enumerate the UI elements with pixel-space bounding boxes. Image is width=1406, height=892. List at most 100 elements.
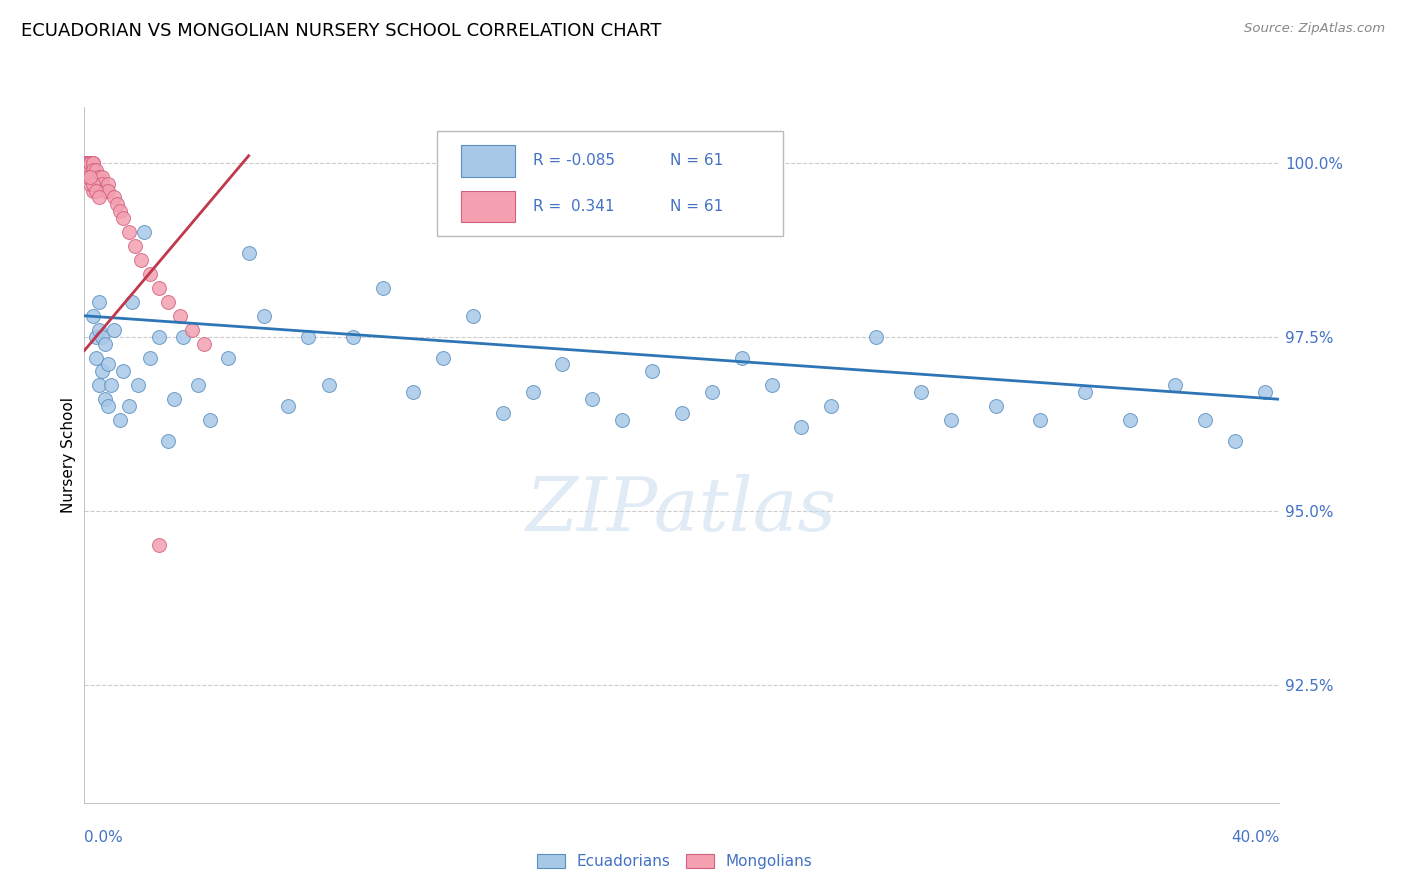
Point <box>94 184 117 198</box>
Text: N = 61: N = 61 <box>669 199 723 214</box>
Point <box>112 364 135 378</box>
Point <box>148 281 170 295</box>
Point <box>79 155 101 169</box>
Text: Source: ZipAtlas.com: Source: ZipAtlas.com <box>1244 22 1385 36</box>
Point <box>148 538 170 552</box>
Point <box>865 329 887 343</box>
Point <box>79 162 101 177</box>
Text: ECUADORIAN VS MONGOLIAN NURSERY SCHOOL CORRELATION CHART: ECUADORIAN VS MONGOLIAN NURSERY SCHOOL C… <box>21 22 661 40</box>
Point <box>89 177 111 191</box>
Point <box>82 309 104 323</box>
Point <box>1164 378 1187 392</box>
Point <box>76 162 98 177</box>
Point <box>163 392 186 407</box>
Point <box>76 155 98 169</box>
Text: 0.0%: 0.0% <box>84 830 124 845</box>
Point <box>761 378 783 392</box>
Point <box>76 162 98 177</box>
Point <box>82 184 104 198</box>
Point <box>79 177 101 191</box>
Point <box>79 162 101 177</box>
Point <box>97 399 120 413</box>
Text: R =  0.341: R = 0.341 <box>533 199 614 214</box>
Point <box>110 204 132 219</box>
Point <box>157 434 180 448</box>
Point <box>118 225 141 239</box>
Point <box>371 281 394 295</box>
Point <box>76 155 98 169</box>
Point <box>118 399 141 413</box>
Point <box>132 225 156 239</box>
Point <box>581 392 603 407</box>
Point <box>86 162 108 177</box>
Point <box>112 211 135 226</box>
Point <box>432 351 454 365</box>
Point <box>82 155 104 169</box>
Text: N = 61: N = 61 <box>669 153 723 169</box>
FancyBboxPatch shape <box>461 145 515 177</box>
Point <box>76 155 98 169</box>
Point <box>89 169 111 184</box>
Point <box>79 169 101 184</box>
Point <box>76 162 98 177</box>
Point <box>1074 385 1097 400</box>
Point <box>700 385 723 400</box>
Point <box>253 309 276 323</box>
Point <box>522 385 544 400</box>
Point <box>76 155 98 169</box>
Point <box>641 364 664 378</box>
Point <box>671 406 693 420</box>
Point <box>1029 413 1052 427</box>
Point <box>76 155 98 169</box>
Point <box>103 190 125 204</box>
Point <box>79 155 101 169</box>
Point <box>157 294 180 309</box>
Text: R = -0.085: R = -0.085 <box>533 153 614 169</box>
Point <box>1223 434 1246 448</box>
Point <box>121 294 143 309</box>
Point <box>79 155 101 169</box>
Point <box>277 399 299 413</box>
Point <box>984 399 1007 413</box>
Point <box>76 169 98 184</box>
Point <box>97 184 120 198</box>
Point <box>790 420 813 434</box>
Point <box>97 358 120 372</box>
Point <box>76 155 98 169</box>
Point <box>172 329 194 343</box>
Point <box>238 246 260 260</box>
Point <box>91 177 114 191</box>
Point <box>82 162 104 177</box>
Point <box>86 169 108 184</box>
Point <box>939 413 962 427</box>
Point <box>124 239 146 253</box>
Point <box>217 351 239 365</box>
Point <box>610 413 633 427</box>
Point <box>91 329 114 343</box>
Point <box>198 413 221 427</box>
Point <box>79 155 101 169</box>
Point <box>1119 413 1142 427</box>
Point <box>342 329 364 343</box>
Point <box>76 155 98 169</box>
Point <box>100 378 122 392</box>
Point <box>461 309 484 323</box>
Point <box>97 177 120 191</box>
Point <box>94 336 117 351</box>
Point <box>1194 413 1216 427</box>
FancyBboxPatch shape <box>461 191 515 222</box>
Point <box>89 190 111 204</box>
Point <box>193 336 215 351</box>
Point <box>731 351 754 365</box>
Point <box>318 378 340 392</box>
Point <box>139 267 162 281</box>
Point <box>187 378 209 392</box>
Point <box>492 406 515 420</box>
Point <box>79 155 101 169</box>
FancyBboxPatch shape <box>437 131 783 235</box>
Point <box>94 392 117 407</box>
Point <box>91 169 114 184</box>
Point <box>110 413 132 427</box>
Point <box>86 329 108 343</box>
Point <box>82 162 104 177</box>
